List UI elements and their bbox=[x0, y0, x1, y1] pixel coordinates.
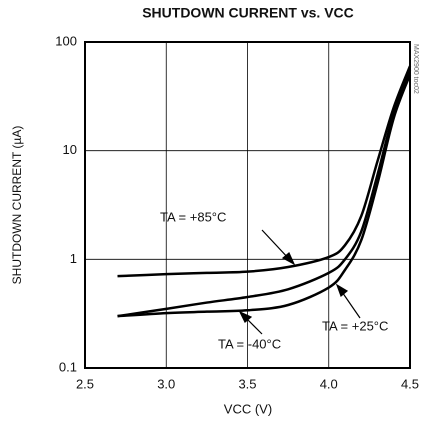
x-tick-label: 4.5 bbox=[401, 376, 419, 391]
y-tick-label: 1 bbox=[70, 251, 77, 266]
y-tick-label: 0.1 bbox=[59, 359, 77, 374]
x-axis-label: VCC (V) bbox=[224, 401, 272, 416]
x-tick-label: 3.5 bbox=[238, 376, 256, 391]
x-tick-label: 4.0 bbox=[320, 376, 338, 391]
series-label: TA = +25°C bbox=[322, 318, 388, 333]
chart-title: SHUTDOWN CURRENT vs. VCC bbox=[142, 5, 354, 21]
x-tick-label: 3.0 bbox=[157, 376, 175, 391]
y-axis-label: SHUTDOWN CURRENT (µA) bbox=[10, 126, 24, 285]
x-tick-label: 2.5 bbox=[76, 376, 94, 391]
plot-frame bbox=[84, 41, 411, 369]
series-label: TA = +85°C bbox=[160, 209, 226, 224]
annotation-arrows bbox=[238, 229, 361, 335]
line bbox=[117, 74, 412, 318]
watermark: MAX2900 toc02 bbox=[412, 44, 419, 94]
y-tick-label: 100 bbox=[55, 33, 77, 48]
y-tick-label: 10 bbox=[63, 142, 77, 157]
line bbox=[117, 69, 412, 318]
line bbox=[117, 65, 412, 278]
series-label: TA = -40°C bbox=[218, 336, 281, 351]
